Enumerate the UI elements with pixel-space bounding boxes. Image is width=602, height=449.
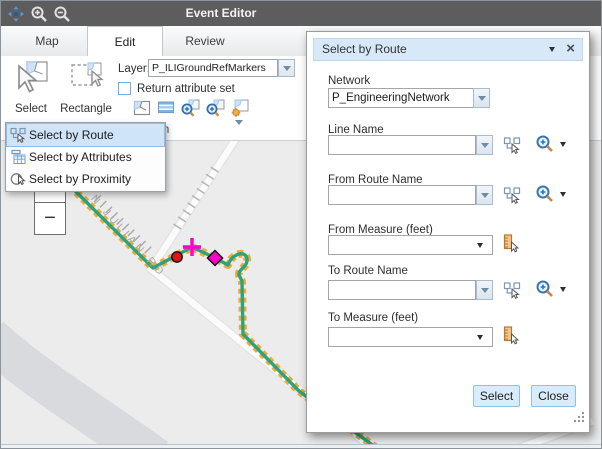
to-route-select-on-map-icon[interactable] — [503, 281, 521, 299]
menu-item-label: Select by Attributes — [29, 150, 132, 164]
from-route-select-on-map-icon[interactable] — [503, 186, 521, 204]
chevron-down-icon — [480, 192, 489, 198]
rectangle-tool-icon — [66, 62, 106, 101]
terrain-band — [1, 321, 169, 444]
line-name-zoom-caret[interactable] — [560, 142, 566, 147]
select-tool-button[interactable]: Select — [9, 59, 53, 133]
menu-item-label: Select by Proximity — [29, 172, 132, 186]
chevron-down-icon — [480, 142, 489, 148]
from-measure-combo-caret[interactable] — [477, 243, 483, 248]
line-name-dropdown-button[interactable] — [476, 135, 493, 155]
from-route-name-dropdown-button[interactable] — [476, 185, 493, 205]
layer-dropdown[interactable]: P_ILIGroundRefMarkers — [148, 59, 278, 77]
to-route-name-input[interactable] — [328, 280, 476, 300]
close-icon[interactable]: × — [566, 40, 575, 57]
tab-map[interactable]: Map — [35, 34, 59, 48]
to-measure-pick-icon[interactable] — [501, 326, 520, 345]
to-measure-combo-caret[interactable] — [477, 335, 483, 340]
pan-icon[interactable] — [7, 5, 25, 23]
from-route-name-input[interactable] — [328, 185, 476, 205]
select-tool-label: Select — [15, 103, 47, 115]
menu-item-select-by-attributes[interactable]: Select by Attributes — [7, 146, 164, 168]
line-name-select-on-map-icon[interactable] — [503, 136, 521, 154]
from-route-name-label: From Route Name — [328, 174, 423, 186]
menu-item-select-by-route[interactable]: Select by Route — [6, 123, 165, 147]
select-attributes-icon — [7, 149, 29, 165]
from-measure-input[interactable] — [328, 235, 493, 255]
chevron-down-icon — [480, 287, 489, 293]
to-measure-input[interactable] — [328, 327, 493, 347]
from-measure-label: From Measure (feet) — [328, 224, 433, 236]
attributes-table-icon[interactable] — [156, 98, 176, 118]
to-route-zoom-icon[interactable] — [535, 279, 555, 299]
zoom-in-icon[interactable] — [30, 5, 48, 23]
line-name-label: Line Name — [328, 124, 384, 136]
select-proximity-icon — [7, 171, 29, 187]
pipeline-route[interactable] — [49, 165, 386, 444]
marker-red-point[interactable] — [171, 251, 183, 263]
layer-label: Layer: — [118, 63, 150, 75]
select-by-route-panel: Select by Route × Network Line Name — [306, 31, 590, 433]
map-graphics — [1, 141, 595, 444]
from-measure-pick-icon[interactable] — [501, 234, 520, 253]
layer-dropdown-button[interactable] — [278, 59, 295, 77]
from-route-zoom-caret[interactable] — [560, 192, 566, 197]
select-tool-menu: Select by Route Select by Attributes S — [5, 122, 166, 192]
zoom-to-selection-icon[interactable] — [180, 98, 200, 118]
zoom-out-icon[interactable] — [53, 5, 71, 23]
network-label: Network — [328, 75, 371, 87]
window-bottom-edge — [1, 444, 601, 448]
map-settings-gear-icon[interactable] — [230, 98, 250, 118]
tab-review[interactable]: Review — [185, 34, 225, 48]
marker-magenta-diamond[interactable] — [206, 249, 224, 267]
zoom-to-feature-icon[interactable] — [205, 98, 225, 118]
panel-title: Select by Route — [322, 42, 407, 56]
menu-item-select-by-proximity[interactable]: Select by Proximity — [7, 168, 164, 190]
to-measure-label: To Measure (feet) — [328, 312, 419, 324]
from-route-zoom-icon[interactable] — [535, 184, 555, 204]
marker-magenta-cross[interactable] — [183, 238, 201, 256]
rectangle-tool-label: Rectangle — [60, 103, 112, 115]
to-route-name-label: To Route Name — [328, 265, 408, 277]
line-name-input[interactable] — [328, 135, 476, 155]
to-route-zoom-caret[interactable] — [560, 287, 566, 292]
select-tool-icon — [11, 61, 51, 101]
select-route-icon — [7, 127, 29, 143]
tab-edit[interactable]: Edit — [87, 26, 163, 56]
return-attribute-set-checkbox[interactable] — [118, 82, 131, 95]
network-dropdown-button[interactable] — [473, 88, 490, 108]
chevron-down-icon — [477, 95, 486, 101]
window-title: Event Editor — [185, 6, 257, 20]
network-input[interactable] — [328, 88, 474, 108]
panel-header[interactable]: Select by Route × — [313, 38, 583, 61]
menu-item-label: Select by Route — [29, 128, 114, 142]
panel-resize-grip[interactable] — [573, 410, 585, 428]
chevron-down-icon — [282, 65, 291, 71]
select-button[interactable]: Select — [473, 385, 520, 407]
map-zoom-out-button[interactable]: − — [35, 202, 65, 234]
return-attribute-set-label: Return attribute set — [137, 83, 235, 95]
line-name-zoom-icon[interactable] — [535, 134, 555, 154]
map-select-icon[interactable] — [132, 98, 152, 118]
map-settings-dropdown-caret[interactable] — [235, 120, 243, 125]
close-button[interactable]: Close — [531, 385, 576, 407]
title-bar: Event Editor — [1, 1, 601, 26]
panel-collapse-caret[interactable] — [549, 47, 555, 52]
to-route-name-dropdown-button[interactable] — [476, 280, 493, 300]
